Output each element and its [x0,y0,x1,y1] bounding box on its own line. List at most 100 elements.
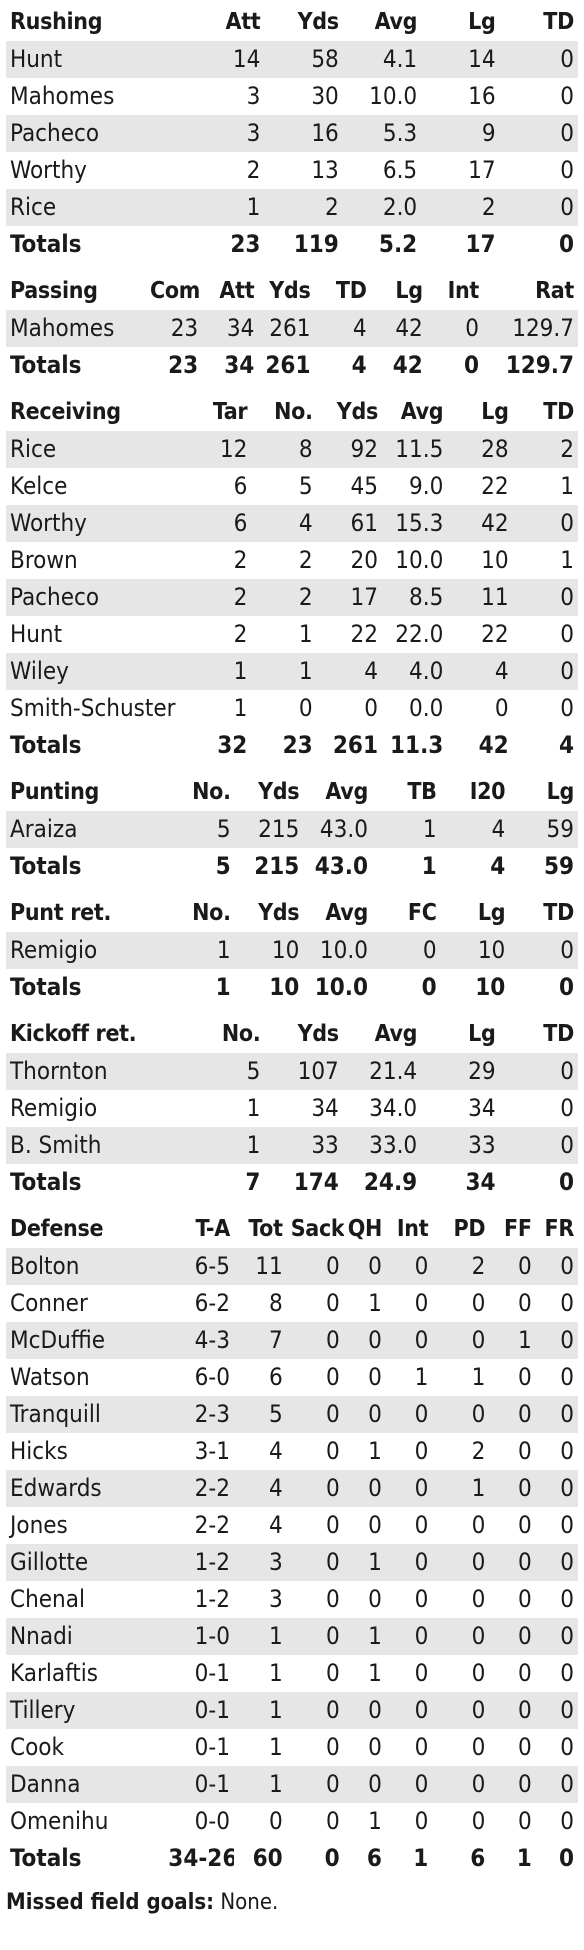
stat-cell: 45 [350,472,378,500]
stat-cell: 0-1 [164,1692,234,1729]
stat-cell: 0 [535,1692,578,1729]
stat-cell: 0 [512,653,578,690]
total-cell: 11.3 [390,731,444,759]
column-header: Att [225,9,261,35]
totals-label: Totals [10,973,82,1001]
player-name: Araiza [6,811,166,848]
totals-row: Totals 34-26 60 0 6 1 6 1 0 [6,1840,578,1877]
player-name: Hunt [10,620,63,648]
column-header: T-A [195,1216,230,1242]
column-header: No. [192,779,231,805]
stat-cell: 6 [186,505,252,542]
stat-cell: 0 [517,1807,532,1835]
stat-cell: 14 [421,41,500,78]
total-cell: 42 [392,351,423,379]
stat-cell: 12 [186,431,252,468]
stat-cell: 0 [499,1127,578,1164]
column-header: Yds [258,900,300,926]
player-name: Mahomes [10,82,115,110]
stat-cell: 4 [233,1470,287,1507]
totals-label: Totals [10,852,82,880]
stat-cell: 0 [535,1248,578,1285]
stat-cell: 1 [233,694,248,722]
column-header: TB [407,779,437,805]
totals-label: Totals [10,1168,82,1196]
stat-cell: 0 [343,1396,386,1433]
stat-cell: 0 [471,1733,486,1761]
table-row: Jones 2-2 4 0 0 0 0 0 0 [6,1507,578,1544]
stat-cell: 0 [414,1733,429,1761]
total-cell: 6 [470,1844,486,1872]
stat-cell: 0 [385,1692,433,1729]
total-cell: 174 [293,1168,339,1196]
stat-cell: 215 [234,811,304,848]
stat-cell: 10 [234,932,304,969]
player-name: McDuffie [6,1322,165,1359]
stat-cell: 0 [489,1470,536,1507]
column-header: Avg [325,900,368,926]
total-cell: 129.7 [505,351,574,379]
table-row: McDuffie 4-3 7 0 0 0 0 1 0 [6,1322,578,1359]
table-header-row: Rushing Att Yds Avg Lg TD [6,4,578,41]
stat-cell: 0 [517,1289,532,1317]
passing-table: Passing Com Att Yds TD Lg Int Rat Mahome… [6,273,578,384]
stat-cell: 10.0 [395,546,444,574]
stat-cell: 1 [560,546,574,574]
stat-cell: 0 [286,1544,344,1581]
stat-cell: 0 [535,1322,578,1359]
column-header: Int [447,278,480,304]
column-header: I20 [469,779,506,805]
stat-cell: 0 [325,1585,340,1613]
stat-cell: 10.0 [303,932,372,969]
stat-cell: 2 [298,546,313,574]
player-name: Karlaftis [10,1659,98,1687]
stat-cell: 5 [166,811,235,848]
stat-cell: 0 [535,1618,578,1655]
stat-cell: 0 [535,1544,578,1581]
stat-cell: 2 [233,620,248,648]
stat-cell: 43.0 [303,811,372,848]
stat-cell: 0 [489,1248,536,1285]
stat-cell: 11 [447,579,513,616]
stat-cell: 6 [233,472,248,500]
player-name: Thornton [6,1053,186,1090]
total-cell: 1 [421,852,437,880]
table-row: Thornton 5 107 21.4 29 0 [6,1053,578,1090]
table-row: Worthy 2 13 6.5 17 0 [6,152,578,189]
total-cell: 32 [217,731,248,759]
stat-cell: 0 [364,694,378,722]
player-name: Wiley [6,653,186,690]
defense-table: Defense T-A Tot Sack QH Int PD FF FR Bol… [6,1211,578,1877]
table-row: Conner 6-2 8 0 1 0 0 0 0 [6,1285,578,1322]
stat-cell: 11.5 [381,431,448,468]
stat-cell: 0 [560,1585,574,1613]
stat-cell: 10.0 [369,82,418,110]
total-cell: 0 [324,1844,340,1872]
stat-cell: 0 [426,310,483,347]
total-cell: 5.2 [378,230,418,258]
section-title: Passing [10,278,98,304]
total-cell: 5 [215,852,231,880]
column-header: TD [543,9,574,35]
stat-cell: 1 [368,1807,382,1835]
table-row: Kelce 6 5 45 9.0 22 1 [6,468,578,505]
stat-cell: 2 [264,189,343,226]
stat-cell: 0 [385,1618,433,1655]
stat-cell: 0 [371,932,441,969]
table-header-row: Receiving Tar No. Yds Avg Lg TD [6,394,578,431]
player-name: Cook [10,1733,64,1761]
totals-label: Totals [10,731,82,759]
player-name: Bolton [6,1248,165,1285]
total-cell: 24.9 [363,1168,418,1196]
stat-cell: 0 [343,1766,386,1803]
stat-cell: 28 [447,431,513,468]
stat-cell: 0 [535,1470,578,1507]
stat-cell: 2 [251,579,317,616]
stat-cell: 261 [258,310,315,347]
player-name: Jones [10,1511,68,1539]
footer-label: Missed field goals: [6,1890,215,1915]
stat-cell: 0 [414,1289,429,1317]
column-header: Avg [325,779,368,805]
stat-cell: 3-1 [194,1437,230,1465]
column-header: Lg [468,1021,496,1047]
